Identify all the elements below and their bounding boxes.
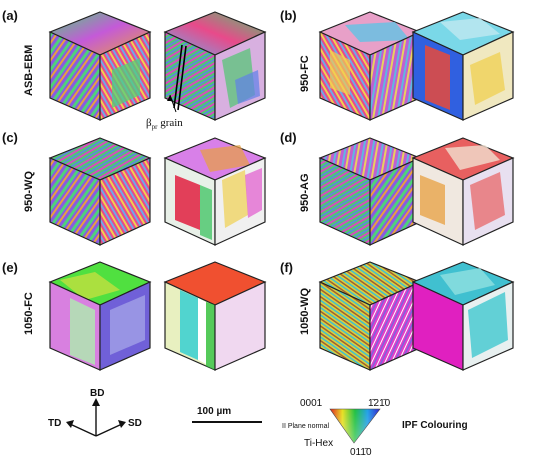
condition-label: 1050-WQ xyxy=(299,287,311,335)
ebsd-cube-right xyxy=(411,11,515,121)
panel-a: (a) ASB-EBM βpr grain xyxy=(2,8,267,131)
panel-label: (f) xyxy=(280,260,293,275)
panel-label: (b) xyxy=(280,8,297,23)
td-label: TD xyxy=(48,418,61,429)
panel-f: (f) 1050-WQ xyxy=(280,260,515,371)
ebsd-cube-left xyxy=(48,11,152,121)
ebsd-cube-left xyxy=(318,137,422,246)
panel-label: (c) xyxy=(2,130,18,145)
ipf-corner-0001: 0001 xyxy=(300,398,323,409)
ipf-title: IPF Colouring xyxy=(402,420,468,431)
beta-symbol: β xyxy=(146,117,152,129)
condition-label: 950-WQ xyxy=(23,171,35,212)
ebsd-cube-left xyxy=(48,261,152,371)
ebsd-cube-right xyxy=(411,261,515,371)
ebsd-cube-left xyxy=(318,11,422,121)
scale-bar: 100 µm xyxy=(192,406,262,423)
sd-label: SD xyxy=(128,418,142,429)
panel-d: (d) 950-AG xyxy=(280,130,515,246)
ipf-corner-0110: 011̄0 xyxy=(350,447,372,457)
panel-b: (b) 950-FC xyxy=(280,8,515,121)
ipf-phase: Ti-Hex xyxy=(304,438,333,449)
condition-label: 950-FC xyxy=(299,55,311,92)
ipf-corner-1210: 1̄21̄0 xyxy=(368,398,391,409)
beta-grain-text: grain xyxy=(157,117,183,129)
coordinate-axes: BD TD SD xyxy=(48,388,142,437)
beta-subscript: pr xyxy=(152,123,159,131)
panel-e: (e) 1050-FC xyxy=(2,260,267,371)
panel-c: (c) 950-WQ xyxy=(2,130,267,246)
beta-grain-annotation: βpr grain xyxy=(146,94,183,131)
condition-label: 1050-FC xyxy=(23,292,35,335)
scale-bar-label: 100 µm xyxy=(197,406,231,417)
ebsd-cube-right xyxy=(411,137,515,246)
ipf-legend: 0001 1̄21̄0 011̄0 II Plane normal Ti-Hex… xyxy=(282,398,468,457)
ipf-plane-normal: II Plane normal xyxy=(282,423,330,430)
panel-label: (e) xyxy=(2,260,18,275)
condition-label: 950-AG xyxy=(299,173,311,212)
bd-label: BD xyxy=(90,388,104,399)
ebsd-cube-right xyxy=(163,11,267,121)
condition-label: ASB-EBM xyxy=(23,45,35,96)
ebsd-cube-left xyxy=(318,261,422,371)
ebsd-cube-right xyxy=(163,261,267,371)
panel-label: (a) xyxy=(2,8,18,23)
ebsd-cube-left xyxy=(48,137,152,246)
ebsd-cube-right xyxy=(163,137,267,246)
svg-text:βpr grain: βpr grain xyxy=(146,117,183,131)
panel-label: (d) xyxy=(280,130,297,145)
